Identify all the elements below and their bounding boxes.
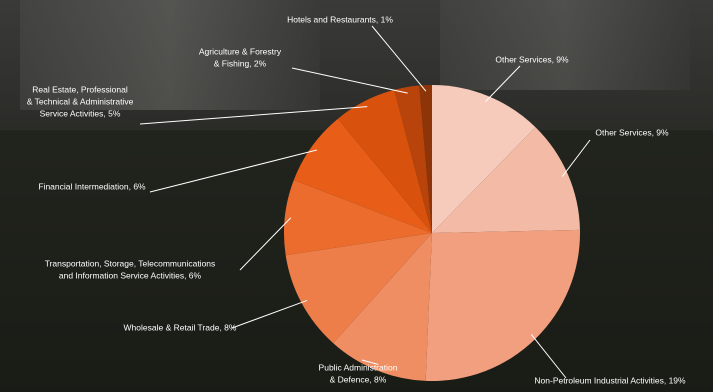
slice-label: & Fishing, 2% bbox=[214, 58, 267, 68]
slice-label: Transportation, Storage, Telecommunicati… bbox=[45, 258, 216, 268]
pie-slice bbox=[425, 229, 580, 381]
pie-slice bbox=[432, 85, 536, 233]
leader-line bbox=[139, 106, 368, 125]
pie-slice bbox=[333, 233, 432, 381]
slice-label: and Information Service Activities, 6% bbox=[59, 270, 202, 280]
pie-slice bbox=[394, 85, 432, 233]
leader-line bbox=[371, 25, 427, 92]
leader-line bbox=[239, 217, 292, 271]
pie-slice bbox=[337, 89, 432, 233]
slice-label: Other Services, 9% bbox=[595, 127, 669, 137]
pie bbox=[283, 85, 580, 381]
leader-line bbox=[361, 359, 379, 365]
slice-label: & Technical & Administrative bbox=[27, 96, 134, 106]
labels: Other Services, 9% Other Services, 9% Non-… bbox=[27, 14, 686, 385]
pie-slice bbox=[293, 118, 432, 233]
background-tank bbox=[440, 0, 690, 90]
slice-label: Non-Petroleum Industrial Activities, 19% bbox=[534, 375, 686, 385]
pie-slice bbox=[283, 180, 432, 256]
leader-line bbox=[231, 299, 308, 329]
leader-line bbox=[530, 334, 567, 379]
pie-slice bbox=[419, 85, 432, 233]
leader-line bbox=[561, 139, 591, 177]
pie-slice bbox=[285, 233, 432, 344]
background-tank bbox=[20, 0, 320, 110]
slice-label: Service Activities, 5% bbox=[40, 108, 121, 118]
slice-label: Public Administration bbox=[319, 362, 398, 372]
pie-slice bbox=[432, 127, 580, 233]
slice-label: Financial Intermediation, 6% bbox=[38, 181, 146, 191]
leader-line bbox=[291, 67, 408, 94]
slice-label: Real Estate, Professional bbox=[32, 84, 128, 94]
slice-label: Other Services, 9% bbox=[495, 54, 569, 64]
leader-line bbox=[485, 65, 521, 102]
slice-label: Agriculture & Forestry bbox=[199, 46, 282, 56]
slice-label: Wholesale & Retail Trade, 8% bbox=[124, 322, 237, 332]
leader-line bbox=[149, 149, 317, 193]
slice-label: Hotels and Restaurants, 1% bbox=[287, 14, 393, 24]
slice-label: & Defence, 8% bbox=[330, 374, 387, 384]
